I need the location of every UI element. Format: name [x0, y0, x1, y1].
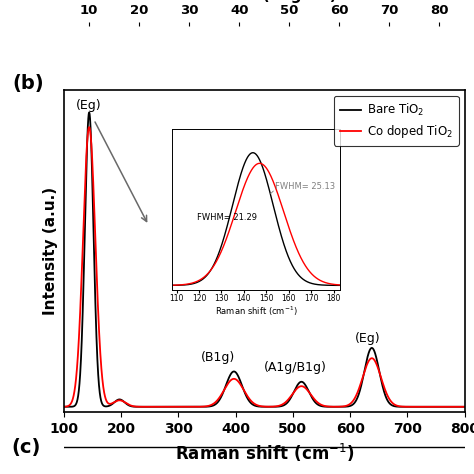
- Bare TiO$_2$: [454, 404, 460, 410]
- Co doped TiO$_2$: [232, 376, 238, 382]
- Bare TiO$_2$: [61, 404, 67, 410]
- Bare TiO$_2$: [436, 404, 442, 410]
- Co doped TiO$_2$: [411, 404, 417, 410]
- X-axis label: Raman shift (cm$^{-1}$): Raman shift (cm$^{-1}$): [174, 442, 354, 464]
- Text: (b): (b): [12, 74, 44, 93]
- Co doped TiO$_2$: [131, 403, 137, 409]
- Line: Bare TiO$_2$: Bare TiO$_2$: [64, 112, 465, 407]
- Text: (B1g): (B1g): [201, 351, 236, 365]
- Co doped TiO$_2$: [107, 401, 113, 407]
- Bare TiO$_2$: [462, 404, 467, 410]
- Text: (Eg): (Eg): [355, 332, 380, 345]
- Bare TiO$_2$: [107, 403, 113, 409]
- X-axis label: 2 Theta (degree): 2 Theta (degree): [192, 0, 337, 3]
- Text: (Eg): (Eg): [76, 99, 101, 112]
- Co doped TiO$_2$: [215, 397, 220, 403]
- Co doped TiO$_2$: [451, 404, 457, 410]
- Text: (A1g/B1g): (A1g/B1g): [264, 361, 327, 374]
- Bare TiO$_2$: [411, 404, 417, 410]
- Co doped TiO$_2$: [86, 124, 92, 130]
- Y-axis label: Intensity (a.u.): Intensity (a.u.): [44, 187, 58, 315]
- Line: Co doped TiO$_2$: Co doped TiO$_2$: [64, 127, 465, 407]
- Bare TiO$_2$: [131, 404, 137, 410]
- Text: (c): (c): [12, 438, 41, 457]
- Bare TiO$_2$: [86, 109, 92, 115]
- Co doped TiO$_2$: [462, 404, 467, 410]
- Bare TiO$_2$: [232, 369, 238, 374]
- Legend: Bare TiO$_2$, Co doped TiO$_2$: Bare TiO$_2$, Co doped TiO$_2$: [334, 96, 459, 146]
- Co doped TiO$_2$: [61, 404, 67, 410]
- Co doped TiO$_2$: [454, 404, 460, 410]
- Bare TiO$_2$: [215, 400, 220, 405]
